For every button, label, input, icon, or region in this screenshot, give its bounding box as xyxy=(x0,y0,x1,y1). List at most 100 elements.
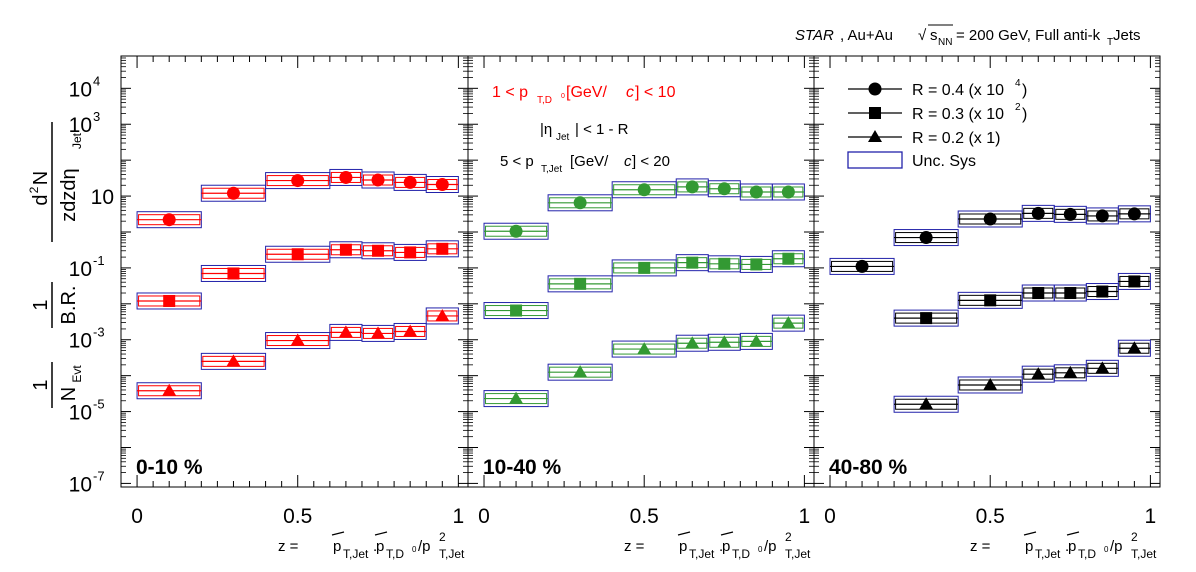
annotation-ptjet-a: 5 < p xyxy=(500,153,534,170)
ylabel-frac1-den-sub: Evt xyxy=(70,365,84,383)
data-point-circle xyxy=(717,182,731,196)
data-point-circle xyxy=(983,212,997,226)
y-tick-exponent: 3 xyxy=(93,109,100,124)
xlabel-sup: 2 xyxy=(439,530,446,544)
y-tick-label: 10 xyxy=(69,473,92,496)
data-point-square xyxy=(984,294,997,307)
data-point-triangle xyxy=(637,342,652,355)
ylabel-frac3-num: d xyxy=(30,194,52,205)
x-tick-label: 1 xyxy=(453,505,465,528)
legend-tail-r04: ) xyxy=(1022,82,1027,99)
annotation-ptjet-b: [GeV/ xyxy=(570,153,609,170)
ylabel-frac3-num-tail: N xyxy=(30,171,52,185)
annotation-pt-range-b: [GeV/ xyxy=(566,84,607,101)
data-point-square xyxy=(1064,287,1077,300)
y-tick-label: 10 xyxy=(69,258,92,281)
xlabel-sub3: T,Jet xyxy=(439,547,465,561)
data-point-circle xyxy=(919,231,933,245)
xlabel-sub3: T,Jet xyxy=(785,547,811,561)
data-point-triangle xyxy=(509,391,524,404)
data-point-square xyxy=(1032,287,1045,300)
xlabel-sub1: T,Jet xyxy=(1035,547,1061,561)
annotation-ptjet-sub: T,Jet xyxy=(541,164,562,175)
x-tick-label: 0.5 xyxy=(976,505,1005,528)
data-point-square xyxy=(782,252,795,265)
data-point-square xyxy=(750,258,763,271)
panel-label-2: 40-80 % xyxy=(829,456,908,479)
data-point-circle xyxy=(371,173,385,187)
data-point-square xyxy=(638,261,651,274)
xlabel-prefix: z = xyxy=(278,538,299,555)
header-system: , Au+Au xyxy=(840,27,893,44)
header: STAR , Au+Au √ s NN = 200 GeV, Full anti… xyxy=(795,24,1141,48)
y-tick-label: 10 xyxy=(69,114,92,137)
data-point-triangle xyxy=(1031,367,1046,380)
y-tick-exponent: -5 xyxy=(93,397,105,412)
xlabel-p2: p xyxy=(1068,538,1076,555)
x-tick-label: 1 xyxy=(1145,505,1157,528)
xlabel-sub2-sup: 0 xyxy=(1104,545,1109,554)
xlabel-sub2: T,D xyxy=(732,547,750,561)
header-sqrt: √ xyxy=(918,27,927,44)
data-point-circle xyxy=(509,224,523,238)
xlabel-sub2: T,D xyxy=(1078,547,1096,561)
annotation-pt-range-sup: 0 xyxy=(561,93,565,100)
legend-tail-r03: ) xyxy=(1022,106,1027,123)
legend: R = 0.4 (x 10 4 ) R = 0.3 (x 10 2 ) R = … xyxy=(847,78,1027,170)
annotation-ptjet-d: ] < 20 xyxy=(632,153,670,170)
x-axis-title: z = p T,Jet .p T,D 0/p2T,Jet xyxy=(970,530,1157,561)
ylabel-frac1-num: 1 xyxy=(30,379,52,390)
data-point-triangle xyxy=(226,354,241,367)
data-point-triangle xyxy=(371,326,386,339)
annotation-pt-range-sub: T,D xyxy=(537,95,552,106)
xlabel-dot: . xyxy=(373,538,377,555)
legend-label-r04: R = 0.4 (x 10 xyxy=(912,82,1004,99)
annotation-eta-sub: Jet xyxy=(556,132,570,143)
xlabel-arrow2 xyxy=(720,531,734,536)
data-point-circle xyxy=(637,183,651,197)
xlabel-sub1: T,Jet xyxy=(689,547,715,561)
ylabel-frac3-den-sub: Jet xyxy=(70,132,84,149)
data-point-circle xyxy=(339,170,353,184)
y-tick-label: 10 xyxy=(69,78,92,101)
panel-frame-0 xyxy=(120,55,469,488)
annotation-eta-a: |η xyxy=(540,121,552,138)
data-point-circle xyxy=(403,175,417,189)
xlabel-sup: 2 xyxy=(1131,530,1138,544)
data-point-circle xyxy=(855,259,869,273)
y-tick-label: 10 xyxy=(69,330,92,353)
legend-sup-r04: 4 xyxy=(1015,78,1021,89)
data-point-square xyxy=(510,304,523,317)
y-axis-title: 1 N Evt 1 B.R. d 2 N zdzdη Jet xyxy=(27,122,84,408)
y-tick-label: 10 xyxy=(91,186,114,209)
header-k-sub: T xyxy=(1107,37,1113,48)
ylabel-frac1-den: N xyxy=(58,387,80,401)
data-point-triangle xyxy=(717,335,732,348)
data-point-triangle xyxy=(162,383,177,396)
ylabel-frac2-num: 1 xyxy=(30,299,52,310)
data-point-triangle xyxy=(573,365,588,378)
data-point-square xyxy=(163,294,176,307)
data-point-square xyxy=(686,256,699,269)
data-point-circle xyxy=(1095,209,1109,223)
data-point-triangle xyxy=(1095,361,1110,374)
header-experiment: STAR xyxy=(795,27,834,44)
y-tick-exponent: -1 xyxy=(93,253,105,268)
data-point-circle xyxy=(291,174,305,188)
data-point-square xyxy=(227,267,240,280)
legend-sup-r03: 2 xyxy=(1015,102,1021,113)
data-point-square xyxy=(404,246,417,259)
xlabel-slash: /p xyxy=(418,538,431,555)
xlabel-arrow2 xyxy=(1066,531,1080,536)
data-point-circle xyxy=(1063,207,1077,221)
legend-marker-triangle xyxy=(868,130,882,142)
header-s: s xyxy=(930,27,938,44)
data-point-circle xyxy=(435,178,449,192)
y-tick-exponent: 4 xyxy=(93,73,100,88)
panel-frames: 0-10 % 10-40 % 40-80 % xyxy=(120,55,1161,488)
data-point-square xyxy=(291,248,304,261)
data-point-triangle xyxy=(338,325,353,338)
xlabel-sub2-sup: 0 xyxy=(758,545,763,554)
